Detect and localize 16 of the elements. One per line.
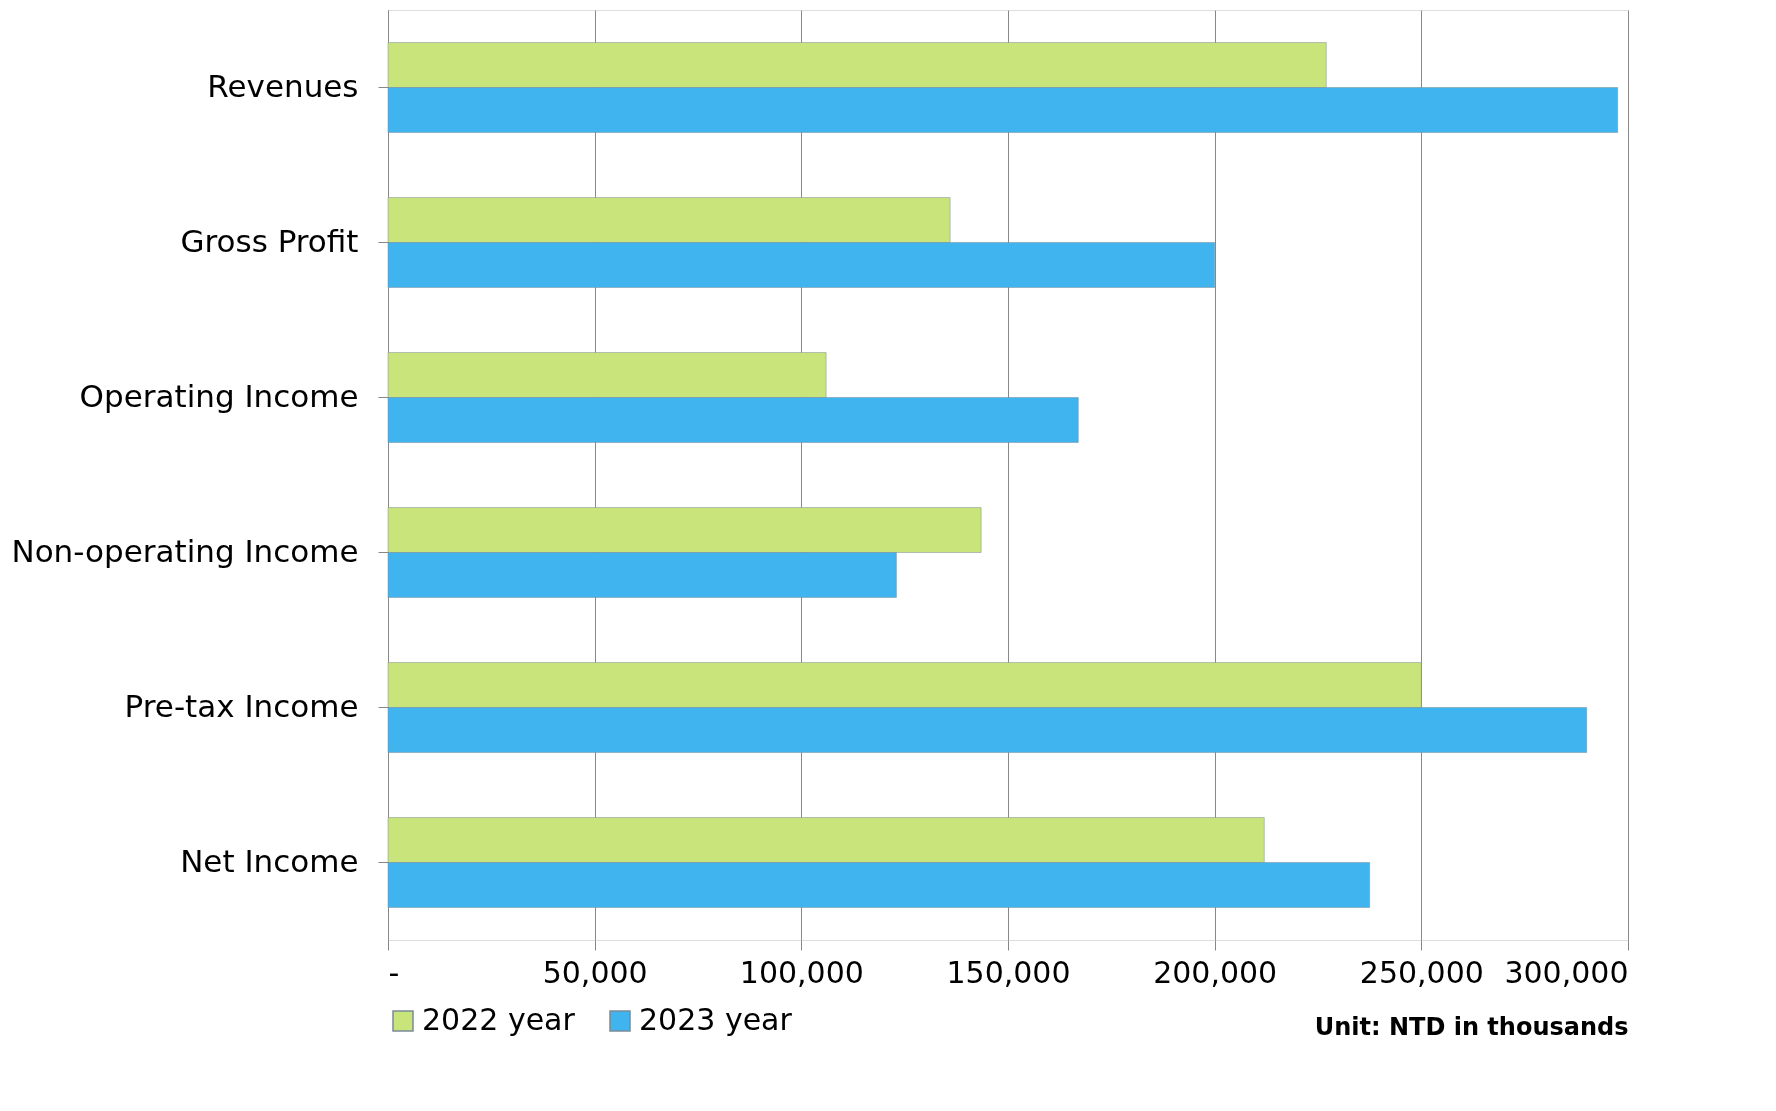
x-tick-label: 300,000 [1504,954,1629,990]
y-tick-label: Pre-tax Income [124,687,359,724]
x-tick-label: 50,000 [542,954,648,990]
y-tick-label: Net Income [180,842,359,879]
legend-label: 2023 year [639,1002,793,1037]
x-tick-label: 250,000 [1359,954,1484,990]
text: Unit: NTD in thousands [1314,1013,1629,1041]
x-tick-label: 200,000 [1153,954,1278,990]
x-tick-label: 100,000 [739,954,864,990]
y-tick-label: Gross Profit [180,222,359,259]
x-tick-label: 150,000 [946,954,1071,990]
y-tick-label: Revenues [207,67,359,104]
x-tick-label: - [388,954,400,990]
y-tick-label: Operating Income [79,377,359,414]
y-tick-label: Non-operating Income [11,532,359,569]
legend-label: 2022 year [422,1002,576,1037]
